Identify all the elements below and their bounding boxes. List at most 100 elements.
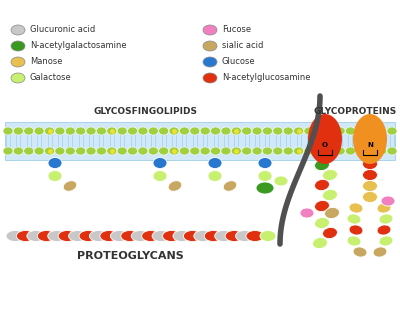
Ellipse shape [131,230,149,242]
Ellipse shape [173,230,191,242]
Text: Galactose: Galactose [30,73,72,82]
Ellipse shape [377,225,391,235]
Ellipse shape [86,127,96,135]
Ellipse shape [11,41,25,51]
Ellipse shape [349,225,363,235]
Text: Glucose: Glucose [222,57,256,67]
Ellipse shape [379,214,393,224]
Text: N-acetylgalactosamine: N-acetylgalactosamine [30,41,127,51]
Ellipse shape [138,147,148,155]
Ellipse shape [387,147,397,155]
Ellipse shape [381,196,395,206]
Ellipse shape [204,230,222,242]
Ellipse shape [322,170,338,181]
Ellipse shape [346,127,356,135]
Ellipse shape [69,230,87,242]
Ellipse shape [347,236,361,246]
Ellipse shape [379,236,393,246]
Ellipse shape [366,127,376,135]
Ellipse shape [48,157,62,169]
Ellipse shape [44,127,54,135]
Ellipse shape [314,159,330,170]
Ellipse shape [203,25,217,35]
Ellipse shape [117,127,127,135]
Ellipse shape [258,170,272,182]
Ellipse shape [258,157,272,169]
Ellipse shape [16,230,34,242]
Text: Fucose: Fucose [222,25,251,35]
Ellipse shape [190,147,200,155]
Text: sialic acid: sialic acid [222,41,263,51]
Ellipse shape [86,147,96,155]
Text: PROTEOGLYCANS: PROTEOGLYCANS [77,251,183,261]
Ellipse shape [273,127,283,135]
Ellipse shape [190,127,200,135]
Ellipse shape [325,127,335,135]
Ellipse shape [180,127,190,135]
Ellipse shape [294,127,304,135]
Ellipse shape [377,147,387,155]
Ellipse shape [335,147,345,155]
Ellipse shape [242,147,252,155]
Ellipse shape [373,247,387,257]
Ellipse shape [377,127,387,135]
Ellipse shape [55,127,65,135]
Ellipse shape [194,230,212,242]
Ellipse shape [117,147,127,155]
Ellipse shape [308,114,342,164]
Ellipse shape [312,237,328,248]
Ellipse shape [203,41,217,51]
Ellipse shape [314,147,324,155]
Ellipse shape [159,147,169,155]
Ellipse shape [246,230,264,242]
Ellipse shape [387,127,397,135]
Ellipse shape [242,127,252,135]
Ellipse shape [168,181,182,191]
Ellipse shape [304,127,314,135]
Ellipse shape [322,189,338,200]
Ellipse shape [96,127,106,135]
Ellipse shape [231,127,241,135]
Ellipse shape [148,127,158,135]
Ellipse shape [362,191,378,202]
Ellipse shape [262,127,272,135]
Ellipse shape [100,230,118,242]
Ellipse shape [300,208,314,218]
Ellipse shape [121,230,139,242]
Ellipse shape [208,170,222,182]
Ellipse shape [223,181,237,191]
Ellipse shape [273,147,283,155]
Ellipse shape [13,147,23,155]
Ellipse shape [110,230,128,242]
Ellipse shape [314,127,324,135]
Text: O: O [322,142,328,148]
Ellipse shape [142,230,160,242]
Ellipse shape [128,127,138,135]
Ellipse shape [128,147,138,155]
Text: N: N [367,142,373,148]
Ellipse shape [27,230,45,242]
Ellipse shape [346,147,356,155]
Ellipse shape [58,230,76,242]
Text: Manose: Manose [30,57,62,67]
Ellipse shape [76,127,86,135]
Ellipse shape [11,25,25,35]
Ellipse shape [55,147,65,155]
Ellipse shape [322,228,338,239]
Ellipse shape [314,179,330,191]
Ellipse shape [283,127,293,135]
Ellipse shape [183,230,201,242]
Ellipse shape [159,127,169,135]
Ellipse shape [210,127,220,135]
Ellipse shape [3,127,13,135]
Ellipse shape [349,203,363,213]
Ellipse shape [208,157,222,169]
Ellipse shape [356,147,366,155]
Ellipse shape [262,147,272,155]
Ellipse shape [37,230,55,242]
Ellipse shape [347,214,361,224]
Text: GLYCOPROTEINS: GLYCOPROTEINS [313,107,397,115]
Ellipse shape [138,127,148,135]
Ellipse shape [210,147,220,155]
Ellipse shape [236,230,254,242]
